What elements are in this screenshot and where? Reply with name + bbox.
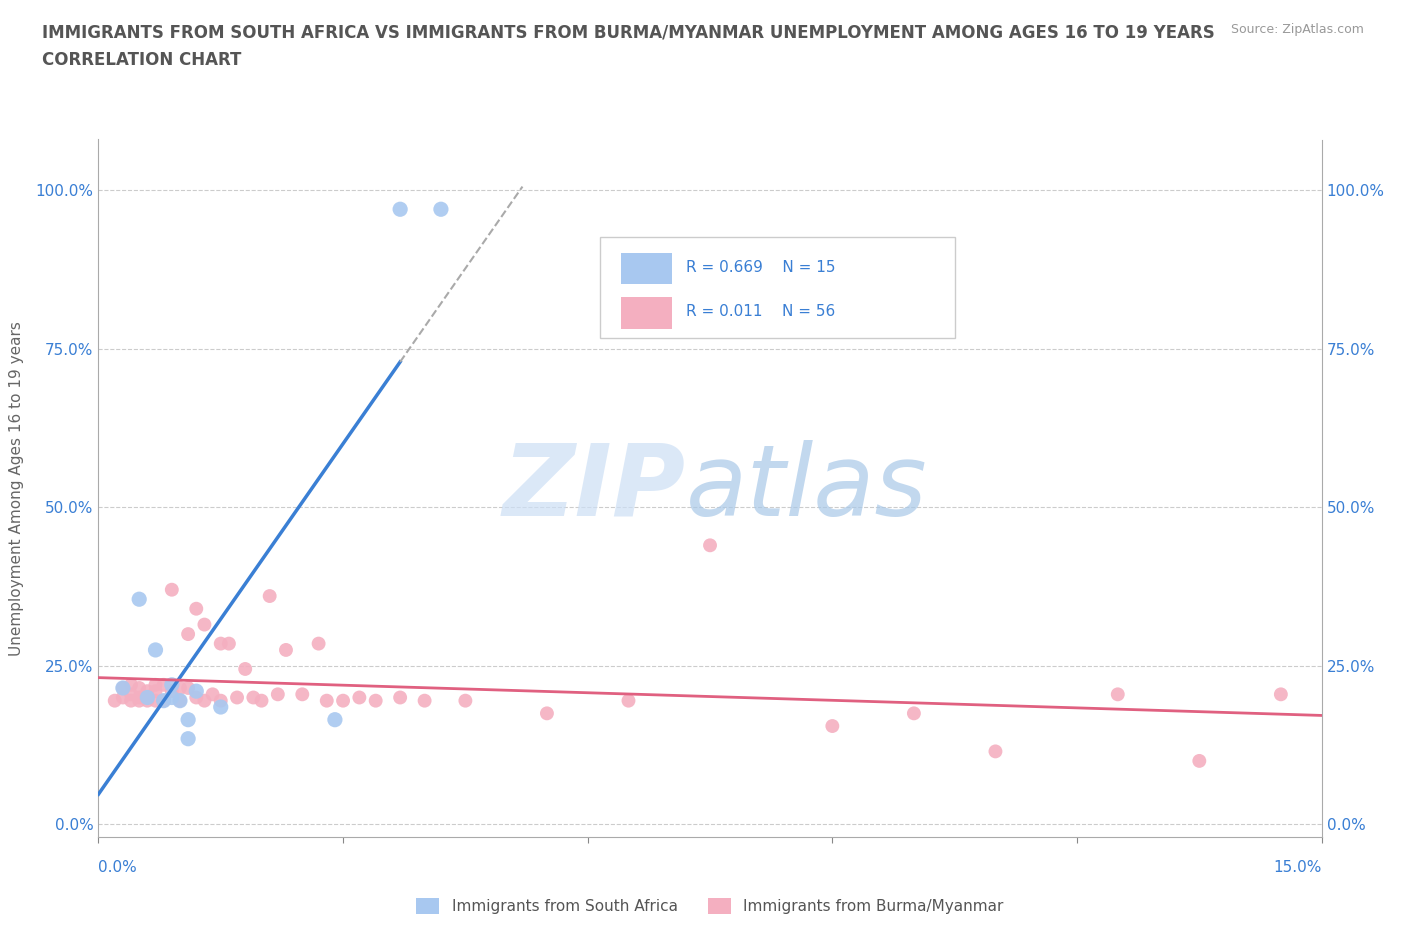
Point [389, 202, 412, 217]
Point [821, 719, 844, 734]
Point [145, 643, 167, 658]
Text: R = 0.669    N = 15: R = 0.669 N = 15 [686, 259, 835, 274]
Point [250, 693, 273, 708]
Point [152, 677, 174, 692]
Point [186, 690, 208, 705]
Point [274, 643, 297, 658]
Point [128, 693, 150, 708]
Point [364, 693, 387, 708]
Point [233, 661, 256, 676]
Point [128, 591, 150, 606]
Point [145, 677, 167, 692]
Point [193, 618, 215, 632]
Point [209, 636, 232, 651]
Point [136, 684, 159, 698]
Point [186, 684, 208, 698]
Point [201, 687, 224, 702]
Text: ZIP: ZIP [502, 440, 686, 537]
Point [136, 693, 159, 708]
Point [152, 693, 174, 708]
Bar [620, 253, 672, 285]
Point [267, 687, 290, 702]
Point [242, 690, 264, 705]
Point [1107, 687, 1129, 702]
Point [903, 706, 925, 721]
Point [349, 690, 371, 705]
Point [536, 706, 558, 721]
Text: Source: ZipAtlas.com: Source: ZipAtlas.com [1230, 23, 1364, 36]
Text: 15.0%: 15.0% [1274, 860, 1322, 875]
Point [226, 690, 249, 705]
Point [218, 636, 240, 651]
Point [193, 693, 215, 708]
Point [136, 690, 159, 705]
Point [152, 693, 174, 708]
Point [160, 690, 183, 705]
FancyBboxPatch shape [600, 237, 955, 339]
Point [323, 712, 346, 727]
Point [617, 693, 640, 708]
Text: R = 0.011    N = 56: R = 0.011 N = 56 [686, 304, 835, 319]
Point [169, 681, 191, 696]
Point [104, 693, 127, 708]
Point [315, 693, 337, 708]
Point [177, 627, 200, 642]
Point [169, 693, 191, 708]
Point [160, 677, 183, 692]
Point [111, 690, 134, 705]
Point [145, 684, 167, 698]
Point [145, 693, 167, 708]
Point [120, 677, 142, 692]
Point [128, 690, 150, 705]
Point [111, 681, 134, 696]
Point [209, 693, 232, 708]
Point [454, 693, 477, 708]
Point [136, 690, 159, 705]
Point [120, 693, 142, 708]
Point [177, 681, 200, 696]
Point [186, 602, 208, 617]
Point [259, 589, 281, 604]
Point [413, 693, 436, 708]
Point [177, 712, 200, 727]
Point [111, 681, 134, 696]
Point [1270, 687, 1292, 702]
Legend: Immigrants from South Africa, Immigrants from Burma/Myanmar: Immigrants from South Africa, Immigrants… [411, 892, 1010, 920]
Point [699, 538, 721, 552]
Text: CORRELATION CHART: CORRELATION CHART [42, 51, 242, 69]
Point [430, 202, 453, 217]
Text: IMMIGRANTS FROM SOUTH AFRICA VS IMMIGRANTS FROM BURMA/MYANMAR UNEMPLOYMENT AMONG: IMMIGRANTS FROM SOUTH AFRICA VS IMMIGRAN… [42, 23, 1215, 41]
Point [169, 693, 191, 708]
Point [120, 687, 142, 702]
Point [389, 690, 412, 705]
Point [128, 681, 150, 696]
Text: atlas: atlas [686, 440, 927, 537]
Point [308, 636, 330, 651]
Point [160, 582, 183, 597]
Y-axis label: Unemployment Among Ages 16 to 19 years: Unemployment Among Ages 16 to 19 years [10, 321, 24, 656]
Point [1188, 753, 1211, 768]
Point [332, 693, 354, 708]
Bar [620, 298, 672, 328]
Point [177, 731, 200, 746]
Point [291, 687, 314, 702]
Point [984, 744, 1007, 759]
Point [209, 699, 232, 714]
Point [160, 684, 183, 698]
Text: 0.0%: 0.0% [98, 860, 138, 875]
